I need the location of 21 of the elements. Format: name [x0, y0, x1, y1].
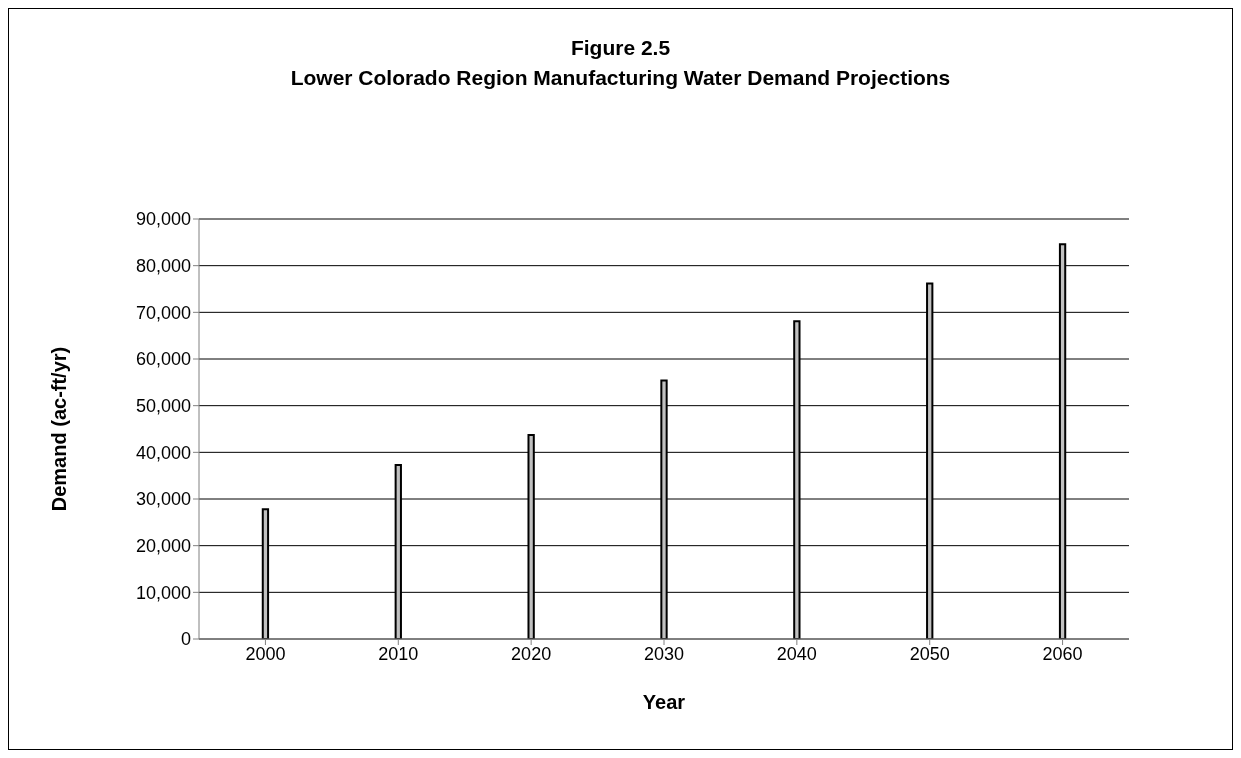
y-tick-label: 10,000	[135, 582, 191, 603]
y-tick-label: 40,000	[135, 442, 191, 463]
y-tick-label: 50,000	[135, 396, 191, 417]
y-axis-title: Demand (ac-ft/yr)	[48, 346, 71, 512]
x-axis-title: Year	[642, 691, 686, 713]
y-tick-label: 0	[180, 629, 191, 650]
chart-subtitle: Lower Colorado Region Manufacturing Water Demand Projections	[289, 65, 952, 91]
y-tick-label: 30,000	[135, 489, 191, 510]
chart-title: Figure 2.5	[569, 35, 672, 61]
y-tick-label: 70,000	[135, 302, 191, 323]
y-tick-label: 90,000	[135, 209, 191, 230]
x-tick-label: 2010	[378, 643, 419, 664]
x-tick-label: 2020	[511, 643, 552, 664]
x-tick-label: 2000	[245, 643, 286, 664]
x-tick-label: 2030	[643, 643, 685, 664]
x-tick-label: 2060	[1042, 643, 1083, 664]
x-tick-label: 2040	[776, 643, 817, 664]
y-tick-label: 20,000	[135, 536, 191, 557]
y-tick-label: 60,000	[135, 349, 191, 370]
x-tick-label: 2050	[909, 643, 950, 664]
y-tick-label: 80,000	[135, 256, 191, 277]
